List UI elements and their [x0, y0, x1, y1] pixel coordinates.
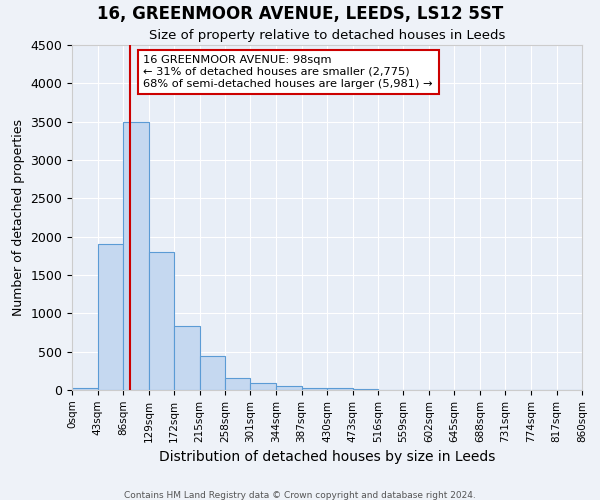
- Bar: [276, 386, 302, 390]
- Bar: [97, 244, 123, 390]
- Bar: [327, 388, 353, 390]
- Text: 16, GREENMOOR AVENUE, LEEDS, LS12 5ST: 16, GREENMOOR AVENUE, LEEDS, LS12 5ST: [97, 5, 503, 23]
- Bar: [225, 378, 251, 390]
- Y-axis label: Number of detached properties: Number of detached properties: [12, 119, 25, 316]
- Bar: [353, 389, 378, 390]
- Bar: [199, 356, 225, 390]
- X-axis label: Distribution of detached houses by size in Leeds: Distribution of detached houses by size …: [159, 450, 495, 464]
- Text: 16 GREENMOOR AVENUE: 98sqm
← 31% of detached houses are smaller (2,775)
68% of s: 16 GREENMOOR AVENUE: 98sqm ← 31% of deta…: [143, 56, 433, 88]
- Bar: [302, 388, 327, 390]
- Bar: [123, 122, 149, 390]
- Bar: [174, 326, 199, 390]
- Text: Contains HM Land Registry data © Crown copyright and database right 2024.: Contains HM Land Registry data © Crown c…: [124, 490, 476, 500]
- Bar: [251, 383, 276, 390]
- Title: Size of property relative to detached houses in Leeds: Size of property relative to detached ho…: [149, 30, 505, 43]
- Bar: [149, 252, 174, 390]
- Bar: [72, 388, 97, 390]
